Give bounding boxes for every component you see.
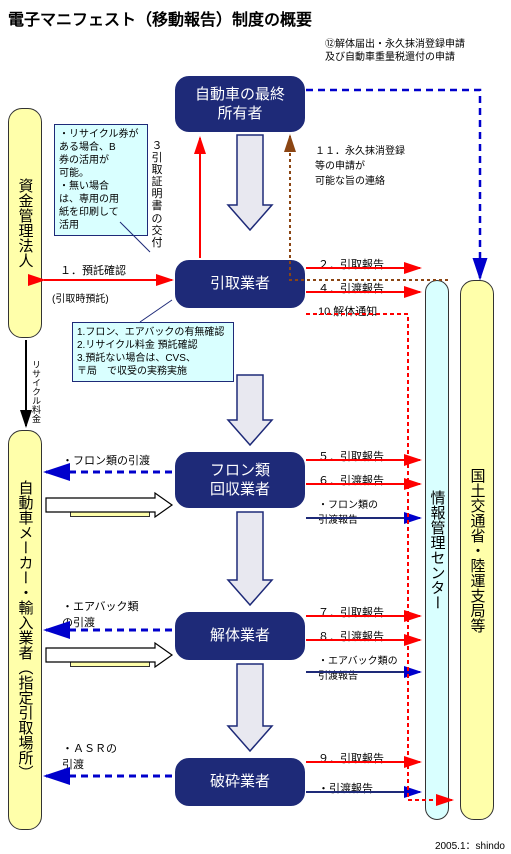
used-2: 使用済自動車 xyxy=(248,378,261,432)
dismantler-box: 解体業者 xyxy=(175,612,305,660)
label-air: ・エアバック類 の引渡 xyxy=(62,598,139,630)
label-2: ２．引取報告 xyxy=(318,256,384,272)
mlit-box: 国土交通省・陸運支局等 xyxy=(460,280,494,820)
recycle-note: ・リサイクル券が ある場合、B 券の活用が 可能。 ・無い場合 は、専用の用 紙… xyxy=(54,124,148,236)
air-fee: ｴｱﾊﾞｯｸ類回収料金 xyxy=(70,648,150,667)
recycle-fee-label: リサイクル料金 xyxy=(30,360,43,423)
label-1b: (引取時預託) xyxy=(52,290,109,305)
label-6b: ・フロン類の 引渡報告 xyxy=(318,496,378,526)
label-6: ６．引渡報告 xyxy=(318,472,384,488)
fund-box: 資金管理法人 xyxy=(8,108,42,338)
used-3: 使用済自動車 xyxy=(248,534,261,588)
info-center-box: 情報管理センター xyxy=(425,280,449,820)
label-1: １．預託確認 xyxy=(60,262,126,278)
label-10: 10.解体通知 xyxy=(318,303,377,319)
label-8b: ・エアバック類の 引渡報告 xyxy=(318,652,398,682)
label-4: ４．引渡報告 xyxy=(318,280,384,296)
label-11: １１．永久抹消登録 等の申請が 可能な旨の連絡 xyxy=(315,142,405,187)
used-1: 使用済自動車 xyxy=(248,158,261,212)
check-note: 1.フロン、エアバックの有無確認 2.リサイクル料金 預託確認 3.預託ない場合… xyxy=(72,322,234,382)
label-7: ７．引取報告 xyxy=(318,604,384,620)
credit: 2005.1：shindo xyxy=(435,837,505,852)
dism-car: 解体自動車 xyxy=(248,682,261,727)
label-fron: ・フロン類の引渡 xyxy=(62,452,150,468)
owner-box: 自動車の最終 所有者 xyxy=(175,76,305,132)
top-note: ⑫解体届出・永久抹消登録申請 及び自動車重量税還付の申請 xyxy=(325,38,465,64)
label-9: ９．引取報告 xyxy=(318,750,384,766)
label-5: ５．引取報告 xyxy=(318,448,384,464)
page-title: 電子マニフェスト（移動報告）制度の概要 xyxy=(8,6,312,30)
maker-box: 自動車メーカー・輸入業者（指定引取場所） xyxy=(8,430,42,830)
label-9b: ・引渡報告 xyxy=(318,780,373,796)
label-3: ３ 引 取 証 明 書 の 交 付 xyxy=(150,140,164,249)
fron-box: フロン類 回収業者 xyxy=(175,452,305,508)
collector-box: 引取業者 xyxy=(175,260,305,308)
label-8: ８．引渡報告 xyxy=(318,628,384,644)
shredder-box: 破砕業者 xyxy=(175,758,305,806)
label-asr: ・ＡＳＲの 引渡 xyxy=(62,740,117,772)
fron-fee: フロン類回収料金 xyxy=(70,498,150,517)
